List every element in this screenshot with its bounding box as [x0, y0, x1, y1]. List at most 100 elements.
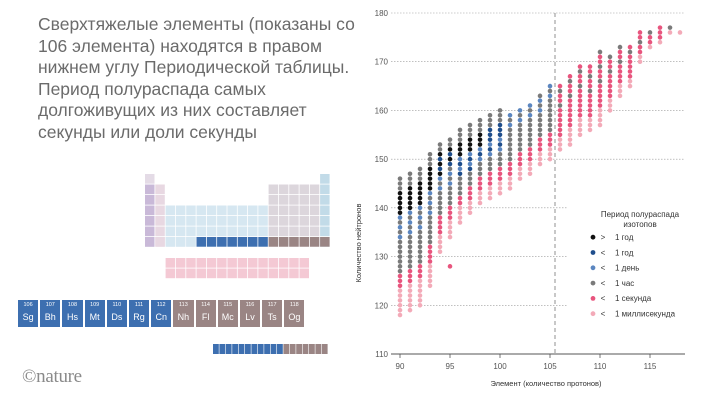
isotope-point: [537, 132, 543, 138]
isotope-point: [617, 64, 623, 69]
isotope-point: [657, 35, 663, 40]
isotope-point: [397, 186, 403, 191]
isotope-point: [607, 78, 613, 84]
isotope-point: [487, 190, 493, 196]
isotope-point: [407, 176, 413, 181]
isotope-point: [587, 64, 593, 69]
isotope-point: [467, 137, 473, 142]
isotope-point: [547, 127, 553, 133]
isotope-point: [407, 195, 413, 201]
isotope-point: [427, 156, 433, 162]
isotope-point: [557, 88, 563, 94]
isotope-point: [427, 239, 433, 245]
isotope-point: [397, 205, 403, 211]
isotope-point: [407, 283, 413, 289]
isotope-point: [577, 108, 583, 113]
isotope-point: [617, 44, 623, 50]
isotope-point: [517, 156, 523, 162]
isotope-point: [607, 54, 613, 60]
isotope-point: [457, 220, 463, 225]
isotope-point: [507, 137, 513, 142]
legend-symbol: <: [601, 279, 606, 288]
isotope-point: [507, 171, 513, 177]
isotope-point: [487, 127, 493, 133]
isotope-point: [407, 288, 413, 293]
isotope-point: [497, 190, 503, 196]
isotope-point: [417, 200, 423, 206]
element-number: 107: [45, 302, 55, 308]
isotope-point: [497, 151, 503, 157]
isotope-point: [407, 229, 413, 235]
isotope-point: [597, 83, 603, 89]
isotope-point: [517, 117, 523, 123]
isotope-point: [407, 220, 413, 225]
isotope-point: [397, 239, 403, 245]
isotope-point: [607, 93, 613, 99]
isotope-point: [547, 117, 553, 123]
isotope-point: [397, 254, 403, 259]
isotope-point: [537, 98, 543, 103]
isotope-point: [447, 166, 453, 172]
x-tick-label: 110: [594, 362, 607, 371]
isotope-point: [537, 151, 543, 157]
isotope-point: [517, 171, 523, 177]
isotope-point: [477, 122, 483, 128]
isotope-point: [617, 88, 623, 94]
isotope-point: [497, 186, 503, 191]
isotope-point: [467, 181, 473, 186]
isotope-point: [587, 69, 593, 74]
isotope-point: [437, 244, 443, 250]
isotope-point: [537, 147, 543, 152]
isotope-point: [527, 108, 533, 113]
isotope-point: [557, 132, 563, 138]
isotope-point: [567, 137, 573, 142]
isotope-point: [427, 229, 433, 235]
isotope-point: [427, 283, 433, 289]
isotope-point: [477, 176, 483, 181]
isotope-point: [597, 54, 603, 60]
isotope-point: [477, 171, 483, 177]
isotope-point: [437, 239, 443, 245]
isotope-point: [427, 176, 433, 181]
isotope-point: [617, 49, 623, 55]
isotope-point: [437, 171, 443, 177]
isotope-point: [597, 122, 603, 128]
isotope-point: [577, 122, 583, 128]
isotope-point: [427, 210, 433, 216]
element-lv: 116 Lv: [239, 300, 261, 327]
isotope-point: [457, 156, 463, 162]
isotope-point: [417, 283, 423, 289]
isotope-point: [557, 93, 563, 99]
isotope-point: [597, 64, 603, 69]
isotope-point: [457, 171, 463, 177]
legend-symbol: <: [601, 310, 606, 319]
isotope-point: [467, 171, 473, 177]
isotope-point: [397, 273, 403, 279]
isotope-point: [607, 103, 613, 108]
isotope-point: [417, 254, 423, 259]
isotope-point: [557, 113, 563, 118]
isotope-point: [567, 108, 573, 113]
isotope-point: [397, 259, 403, 264]
isotope-point: [397, 302, 403, 308]
isotope-point: [547, 108, 553, 113]
legend-swatch: [590, 296, 596, 301]
isotope-point: [467, 122, 473, 128]
isotope-point: [517, 166, 523, 172]
isotope-point: [507, 122, 513, 128]
isotope-point: [497, 181, 503, 186]
element-symbol: Og: [288, 312, 301, 322]
isotope-point: [527, 122, 533, 128]
isotope-point: [437, 181, 443, 186]
x-tick-label: 95: [446, 362, 455, 371]
isotope-point: [417, 181, 423, 186]
element-mc: 115 Mc: [217, 300, 238, 327]
isotope-point: [537, 93, 543, 99]
isotope-point: [417, 166, 423, 172]
isotope-point: [527, 161, 533, 167]
isotope-point: [657, 39, 663, 45]
isotope-point: [577, 78, 583, 84]
isotope-point: [647, 44, 653, 50]
isotope-point: [397, 288, 403, 293]
isotope-point: [417, 234, 423, 240]
